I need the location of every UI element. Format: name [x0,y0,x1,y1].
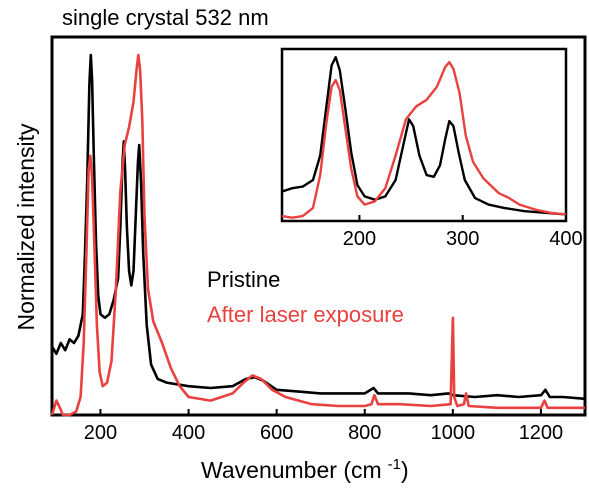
x-axis-title-superscript: -1 [388,456,401,473]
legend-label-pristine: Pristine [207,267,280,292]
main-x-tick-label: 1200 [519,422,564,444]
main-series-line-pristine [50,53,586,401]
main-x-axis-ticks: 200 400 600 800 1000 1200 [84,409,563,444]
x-axis-title-text: Wavenumber (cm [201,457,382,483]
inset-series-group [281,56,567,219]
inset-x-axis-ticks: 200 300 400 [343,215,583,250]
inset-x-tick-label: 400 [549,228,582,250]
main-x-tick-label: 400 [172,422,205,444]
x-axis-title-close: ) [401,457,409,483]
main-series-group [50,53,586,417]
main-x-tick-label: 600 [260,422,293,444]
y-axis-title: Normalized intensity [13,123,39,331]
x-axis-title: Wavenumber (cm -1) [201,456,409,483]
legend-label-after-laser: After laser exposure [207,302,404,327]
main-series-line-after-laser [50,53,585,417]
inset-x-tick-label: 300 [446,228,479,250]
chart-title: single crystal 532 nm [62,5,269,30]
main-x-tick-label: 200 [84,422,117,444]
inset-x-tick-label: 200 [343,228,376,250]
inset-series-line-after-laser [281,60,567,219]
main-x-tick-label: 1000 [431,422,476,444]
main-x-tick-label: 800 [348,422,381,444]
inset-series-line-pristine [281,56,567,216]
main-plot-frame [50,35,587,417]
